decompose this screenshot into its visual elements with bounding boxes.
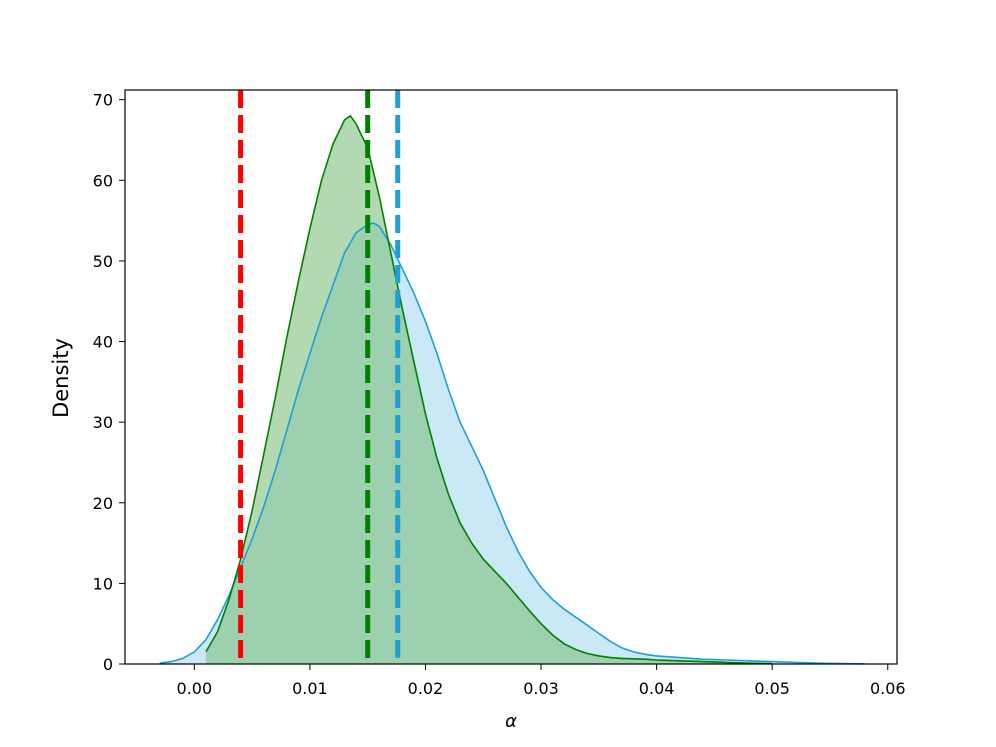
x-tick-label: 0.00: [177, 679, 213, 698]
x-tick-label: 0.01: [292, 679, 328, 698]
x-tick-label: 0.06: [870, 679, 906, 698]
density-line-1: [159, 222, 865, 665]
plot-frame: [124, 89, 898, 665]
series-fills: [159, 115, 865, 665]
x-axis-ticks: 0.00 0.01 0.02 0.03 0.04 0.05 0.06: [177, 664, 906, 698]
y-axis-label: Density: [49, 338, 73, 418]
y-tick-label: 70: [93, 91, 113, 110]
series-lines: [159, 114, 865, 665]
y-tick-label: 60: [93, 171, 113, 190]
x-tick-label: 0.04: [639, 679, 675, 698]
x-axis-label: α: [505, 711, 517, 732]
x-tick-label: 0.03: [523, 679, 559, 698]
x-tick-label: 0.02: [408, 679, 444, 698]
density-area-2: [205, 115, 773, 665]
y-tick-label: 20: [93, 494, 113, 513]
y-tick-label: 40: [93, 333, 113, 352]
y-tick-label: 30: [93, 413, 113, 432]
reference-lines: [238, 90, 401, 664]
y-tick-label: 10: [93, 574, 113, 593]
y-tick-label: 50: [93, 252, 113, 271]
x-tick-label: 0.05: [754, 679, 790, 698]
density-line-2: [205, 114, 773, 665]
y-tick-label: 0: [103, 655, 113, 674]
y-axis-ticks: 0 10 20 30 40 50 60 70: [93, 91, 125, 674]
